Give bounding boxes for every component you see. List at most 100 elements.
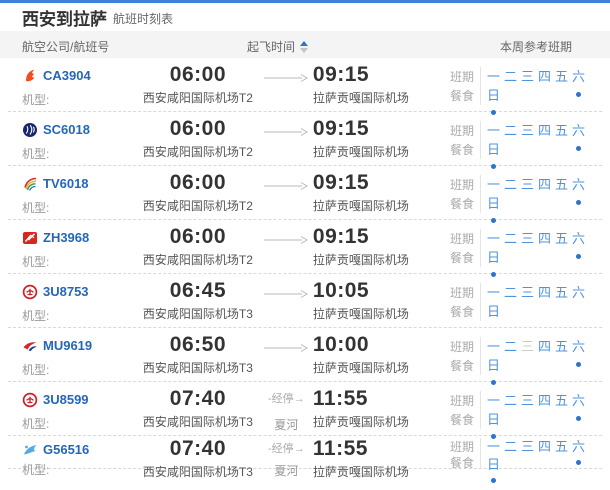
- weekday-indicator: 六: [572, 69, 586, 84]
- route-middle-cell: -经停→ 夏河: [260, 382, 313, 435]
- sort-desc-icon: [300, 47, 309, 53]
- arrow-right-icon: →: [293, 393, 305, 405]
- week-schedule-cell: 一二三四五六日: [480, 283, 602, 321]
- arrival-airport: 拉萨贡嘎国际机场: [312, 361, 409, 375]
- meal-row: [485, 140, 602, 170]
- weekday-indicator: 六: [572, 393, 586, 408]
- table-header: 航空公司/航班号 起飞时间 本周参考班期: [0, 31, 610, 58]
- page-title: 西安到拉萨: [22, 9, 107, 29]
- column-header-departure: 起飞时间: [247, 40, 296, 54]
- meal-indicator: [570, 142, 587, 156]
- weekday-indicator: 六: [572, 177, 586, 192]
- departure-time: 06:00: [169, 225, 227, 248]
- meal-indicator: [485, 430, 502, 444]
- meal-dot-icon: [491, 478, 497, 484]
- week-schedule-cell: 一二三四五六日: [480, 229, 602, 278]
- departure-cell: 06:00 西安咸阳国际机场T2: [136, 112, 260, 165]
- schedule-label: 班期: [450, 232, 475, 246]
- week-schedule-cell: 一二三四五六日: [480, 67, 602, 116]
- route-middle-cell: [260, 328, 313, 381]
- arrival-airport: 拉萨贡嘎国际机场: [312, 91, 409, 105]
- flight-number-link[interactable]: ZH3968: [43, 230, 90, 245]
- weekday-indicator: 二: [504, 439, 518, 454]
- column-header-airline: 航空公司/航班号: [22, 40, 110, 54]
- flight-number-link[interactable]: TV6018: [43, 176, 89, 191]
- departure-airport: 西安咸阳国际机场T3: [142, 415, 253, 429]
- departure-cell: 07:40 西安咸阳国际机场T3: [136, 436, 260, 479]
- departure-time: 06:00: [169, 171, 227, 194]
- schedule-label: 班期: [450, 124, 475, 138]
- weekday-indicator: 六: [572, 339, 586, 354]
- weekday-indicator: 二: [504, 69, 518, 84]
- sort-departure-time-button[interactable]: 起飞时间: [247, 38, 309, 55]
- arrival-airport: 拉萨贡嘎国际机场: [312, 199, 409, 213]
- airline-cell: CA3904 机型:: [8, 58, 136, 111]
- arrival-cell: 11:55 拉萨贡嘎国际机场: [313, 382, 439, 435]
- shenzhen-airlines-icon: [22, 230, 38, 246]
- meal-indicator: [570, 250, 587, 264]
- meal-dot-icon: [491, 110, 497, 116]
- weekday-indicator: 二: [504, 177, 518, 192]
- weekday-indicator: 三: [521, 285, 535, 300]
- aircraft-type-label: 机型:: [22, 363, 50, 377]
- china-express-icon: [22, 442, 38, 458]
- weekday-indicator: 三: [521, 393, 535, 408]
- air-china-icon: [22, 68, 38, 84]
- weekday-indicator: 四: [538, 231, 552, 246]
- weekday-indicator: 五: [555, 285, 569, 300]
- flight-number-link[interactable]: G56516: [43, 442, 90, 457]
- departure-airport: 西安咸阳国际机场T2: [142, 145, 253, 159]
- weekday-indicator: 日: [487, 457, 501, 472]
- schedule-labels: 班期 餐食: [439, 220, 474, 273]
- weekday-indicator: 二: [504, 393, 518, 408]
- meal-dot-icon: [491, 218, 497, 224]
- flight-arrow-icon: [264, 182, 309, 190]
- arrival-cell: 09:15 拉萨贡嘎国际机场: [313, 58, 439, 111]
- meal-row: [485, 454, 602, 484]
- flight-arrow-icon: [264, 128, 309, 136]
- meal-dot-icon: [576, 146, 582, 152]
- schedule-labels: 班期 餐食: [439, 166, 474, 219]
- weekday-indicator: 三: [521, 69, 535, 84]
- flight-number-link[interactable]: CA3904: [43, 68, 91, 83]
- flight-row: MU9619 机型: 06:50 西安咸阳国际机场T3 10:00 拉萨贡嘎国际机场 班期餐…: [8, 328, 602, 386]
- weekday-row: 一二三四五六日: [485, 67, 602, 103]
- flight-number-link[interactable]: 3U8753: [43, 284, 89, 299]
- sichuan-airlines-icon: [22, 392, 38, 408]
- meal-row: [485, 86, 602, 116]
- meal-row: [485, 410, 602, 440]
- weekday-indicator: 六: [572, 439, 586, 454]
- schedule-label: 班期: [450, 394, 475, 408]
- airline-cell: 3U8753 机型:: [8, 274, 136, 327]
- departure-airport: 西安咸阳国际机场T2: [142, 199, 253, 213]
- weekday-indicator: 二: [504, 339, 518, 354]
- departure-cell: 07:40 西安咸阳国际机场T3: [136, 382, 260, 435]
- weekday-indicator: 一: [487, 439, 501, 454]
- departure-airport: 西安咸阳国际机场T3: [142, 307, 253, 321]
- meal-indicator: [485, 106, 502, 120]
- route-middle-cell: -经停→ 夏河: [260, 436, 313, 479]
- airline-cell: 3U8599 机型:: [8, 382, 136, 435]
- page-header: 西安到拉萨 航班时刻表: [0, 3, 610, 31]
- arrival-airport: 拉萨贡嘎国际机场: [312, 253, 409, 267]
- meal-label: 餐食: [450, 143, 475, 157]
- route-middle-cell: [260, 220, 313, 273]
- weekday-indicator: 四: [538, 123, 552, 138]
- arrival-time: 09:15: [312, 63, 370, 86]
- weekday-row: 一二三四五六日: [485, 283, 602, 319]
- flight-number-link[interactable]: SC6018: [43, 122, 90, 137]
- meal-dot-icon: [491, 272, 497, 278]
- arrival-cell: 09:15 拉萨贡嘎国际机场: [313, 220, 439, 273]
- sort-asc-icon: [300, 40, 309, 46]
- arrival-cell: 10:00 拉萨贡嘎国际机场: [313, 328, 439, 381]
- route-middle-cell: [260, 274, 313, 327]
- weekday-indicator: 日: [487, 358, 501, 373]
- meal-dot-icon: [576, 92, 582, 98]
- weekday-indicator: 二: [504, 285, 518, 300]
- stopover-label: -经停→: [268, 443, 305, 455]
- meal-row: [485, 248, 602, 278]
- stopover-city: 夏河: [274, 464, 299, 478]
- flight-number-link[interactable]: MU9619: [43, 338, 93, 353]
- meal-dot-icon: [491, 164, 497, 170]
- flight-number-link[interactable]: 3U8599: [43, 392, 89, 407]
